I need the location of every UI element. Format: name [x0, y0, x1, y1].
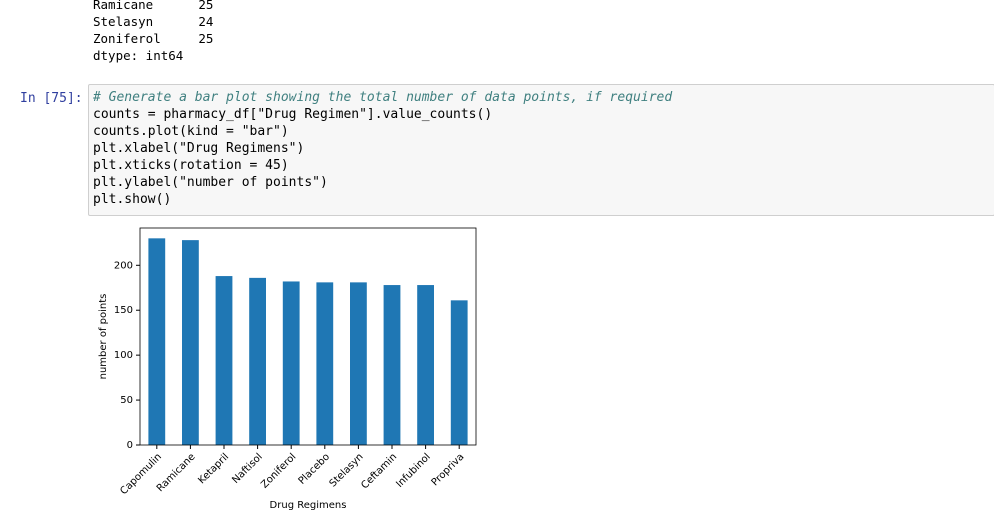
x-tick-label: Zoniferol: [259, 451, 298, 490]
bar: [350, 282, 367, 445]
bar: [148, 238, 166, 445]
code-line: plt.ylabel("number of points"): [93, 175, 328, 190]
x-tick-label: Ceftamin: [359, 451, 399, 491]
x-axis-label: Drug Regimens: [270, 500, 347, 511]
y-tick-label: 0: [127, 440, 133, 451]
cell-prompt: In [75]:: [20, 91, 83, 106]
bar: [249, 277, 266, 445]
code-line: counts = pharmacy_df["Drug Regimen"].val…: [93, 107, 493, 122]
bar: [316, 282, 334, 445]
output-line: dtype: int64: [93, 48, 184, 63]
x-tick-label: Capomulin: [118, 451, 164, 497]
y-tick-label: 50: [120, 395, 133, 406]
output-line: Zoniferol 25: [93, 31, 214, 46]
bar: [383, 285, 401, 445]
x-tick-label: Propriva: [430, 451, 467, 488]
axes-frame: [139, 227, 477, 446]
output-line: Ramicane 25: [93, 0, 214, 12]
y-tick-label: 200: [114, 260, 133, 271]
x-tick-label: Ketapril: [196, 451, 231, 486]
y-tick-label: 150: [114, 305, 133, 316]
bar: [182, 240, 199, 445]
code-line: plt.xticks(rotation = 45): [93, 158, 289, 173]
bar: [417, 285, 434, 445]
x-tick-label: Naftisol: [230, 451, 264, 485]
y-axis-label: number of points: [98, 294, 109, 380]
x-tick-label: Infubinol: [394, 451, 433, 490]
bar: [282, 281, 300, 445]
y-tick-label: 100: [114, 350, 133, 361]
bar: [450, 300, 468, 445]
code-line: counts.plot(kind = "bar"): [93, 124, 289, 139]
code-line: plt.xlabel("Drug Regimens"): [93, 141, 305, 156]
bar: [215, 276, 233, 445]
code-line: plt.show(): [93, 192, 172, 207]
code-cell[interactable]: [88, 84, 994, 216]
output-line: Stelasyn 24: [93, 14, 214, 29]
code-line: # Generate a bar plot showing the total …: [93, 90, 673, 105]
